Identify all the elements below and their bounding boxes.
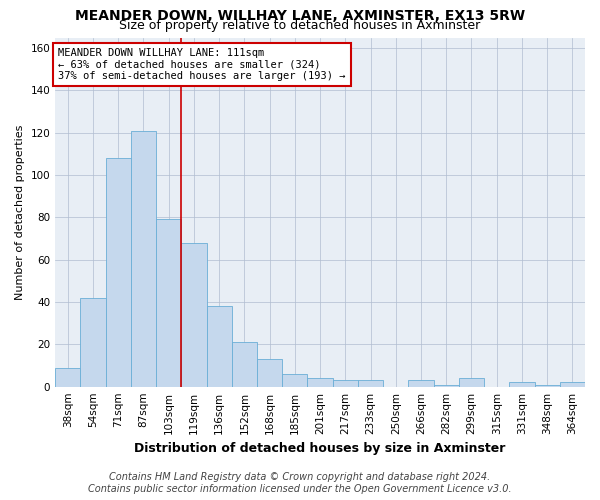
Bar	[206, 306, 232, 386]
Bar	[232, 342, 257, 386]
Bar	[131, 130, 156, 386]
Bar	[332, 380, 358, 386]
Text: Size of property relative to detached houses in Axminster: Size of property relative to detached ho…	[119, 18, 481, 32]
Bar	[459, 378, 484, 386]
Bar	[181, 243, 206, 386]
Bar	[358, 380, 383, 386]
Bar	[80, 298, 106, 386]
Text: MEANDER DOWN WILLHAY LANE: 111sqm
← 63% of detached houses are smaller (324)
37%: MEANDER DOWN WILLHAY LANE: 111sqm ← 63% …	[58, 48, 346, 81]
Bar	[282, 374, 307, 386]
Y-axis label: Number of detached properties: Number of detached properties	[15, 124, 25, 300]
Text: MEANDER DOWN, WILLHAY LANE, AXMINSTER, EX13 5RW: MEANDER DOWN, WILLHAY LANE, AXMINSTER, E…	[75, 9, 525, 23]
Bar	[106, 158, 131, 386]
X-axis label: Distribution of detached houses by size in Axminster: Distribution of detached houses by size …	[134, 442, 506, 455]
Bar	[156, 220, 181, 386]
Bar	[257, 359, 282, 386]
Bar	[560, 382, 585, 386]
Text: Contains HM Land Registry data © Crown copyright and database right 2024.
Contai: Contains HM Land Registry data © Crown c…	[88, 472, 512, 494]
Bar	[55, 368, 80, 386]
Bar	[434, 384, 459, 386]
Bar	[509, 382, 535, 386]
Bar	[409, 380, 434, 386]
Bar	[535, 384, 560, 386]
Bar	[307, 378, 332, 386]
